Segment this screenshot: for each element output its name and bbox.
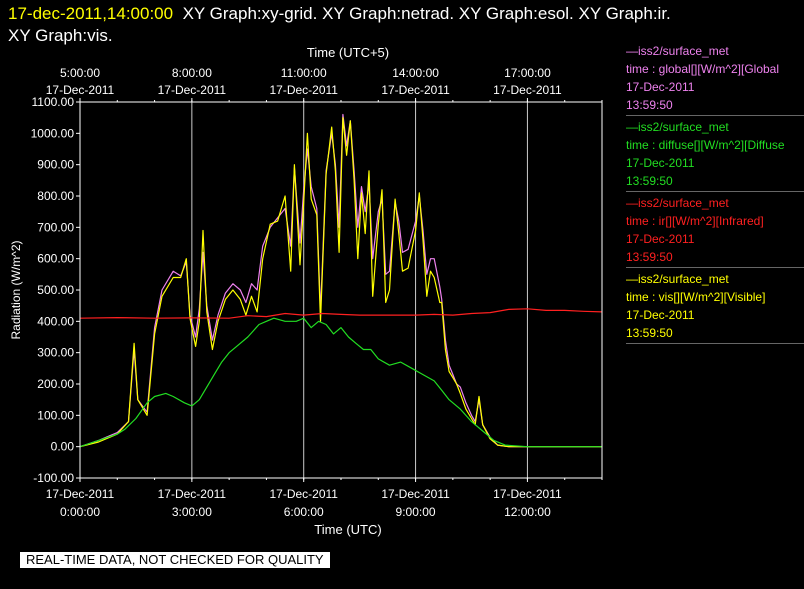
radiation-chart: 1100.00 1000.00 900.00 800.00 700.00 600.00 50… [9, 45, 603, 537]
y-tick-label: 900.00 [37, 158, 74, 172]
x-tick-time: 6:00:00 [284, 505, 324, 519]
legend-source: —iss2/surface_met [626, 44, 729, 58]
tick-layer: 1100.00 1000.00 900.00 800.00 700.00 600.00 50… [31, 66, 603, 519]
x-tick-date: 17-Dec-2011 [158, 487, 227, 501]
x-tick-time: 3:00:00 [172, 505, 212, 519]
y-tick-label: 0.00 [51, 440, 75, 454]
x-tick-date: 17-Dec-2011 [269, 487, 338, 501]
x-tick-time: 9:00:00 [396, 505, 436, 519]
x-tick-time: 0:00:00 [60, 505, 100, 519]
x2-tick-time: 8:00:00 [172, 66, 212, 80]
legend-date: 17-Dec-2011 [626, 308, 695, 322]
legend-time: 13:59:50 [626, 250, 673, 264]
y-tick-label: 500.00 [37, 283, 74, 297]
series-line-diffuse [79, 317, 602, 448]
x2-tick-date: 17-Dec-2011 [381, 83, 450, 97]
x-tick-date: 17-Dec-2011 [46, 487, 115, 501]
x2-tick-time: 5:00:00 [60, 66, 100, 80]
x-axis-label: Time (UTC) [314, 522, 381, 537]
x-tick-date: 17-Dec-2011 [381, 487, 450, 501]
y-tick-label: 1000.00 [31, 126, 75, 140]
grid-layer [191, 102, 528, 478]
x2-tick-date: 17-Dec-2011 [46, 83, 115, 97]
legend-time: 13:59:50 [626, 174, 673, 188]
y-tick-label: 600.00 [37, 252, 74, 266]
header-graph-list: XY Graph:xy-grid. XY Graph:netrad. XY Gr… [182, 4, 671, 23]
x2-tick-date: 17-Dec-2011 [158, 83, 227, 97]
legend-var: time : vis[][W/m^2][Visible] [626, 290, 766, 304]
y-tick-label: 800.00 [37, 189, 74, 203]
x-tick-time: 12:00:00 [504, 505, 551, 519]
legend-source: —iss2/surface_met [626, 272, 729, 286]
series-line-vis [79, 117, 602, 448]
header-line-2: XY Graph:vis. [8, 26, 113, 45]
y-tick-label: 300.00 [37, 346, 74, 360]
x2-tick-time: 17:00:00 [504, 66, 551, 80]
y-tick-label: 1100.00 [32, 95, 75, 109]
y-axis-label: Radiation (W/m^2) [9, 241, 23, 340]
legend-date: 17-Dec-2011 [626, 232, 695, 246]
series-line-global [79, 113, 602, 448]
header-line-1: 17-dec-2011,14:00:00 XY Graph:xy-grid. X… [8, 4, 671, 24]
y-tick-label: 400.00 [37, 314, 74, 328]
legend-date: 17-Dec-2011 [626, 80, 695, 94]
y-tick-label: -100.00 [33, 471, 74, 485]
header-timestamp: 17-dec-2011,14:00:00 [8, 4, 174, 23]
y-tick-label: 100.00 [37, 408, 74, 422]
legend-time: 13:59:50 [626, 98, 673, 112]
series-line-ir [79, 308, 603, 319]
x-axis-top-label: Time (UTC+5) [307, 45, 389, 60]
y-tick-label: 200.00 [37, 377, 74, 391]
x2-tick-time: 11:00:00 [281, 66, 327, 80]
x2-tick-date: 17-Dec-2011 [493, 83, 562, 97]
legend-date: 17-Dec-2011 [626, 156, 695, 170]
y-tick-label: 700.00 [37, 220, 74, 234]
quality-notice: REAL-TIME DATA, NOT CHECKED FOR QUALITY [20, 552, 330, 568]
legend-source: —iss2/surface_met [626, 120, 729, 134]
legend-source: —iss2/surface_met [626, 196, 729, 210]
series-layer [79, 113, 603, 448]
x2-tick-time: 14:00:00 [392, 66, 439, 80]
legend-var: time : ir[][W/m^2][Infrared] [626, 214, 764, 228]
x-tick-date: 17-Dec-2011 [493, 487, 562, 501]
legend-var: time : global[][W/m^2][Global [626, 62, 780, 76]
legend-time: 13:59:50 [626, 326, 673, 340]
legend-var: time : diffuse[][W/m^2][Diffuse [626, 138, 785, 152]
x2-tick-date: 17-Dec-2011 [269, 83, 338, 97]
